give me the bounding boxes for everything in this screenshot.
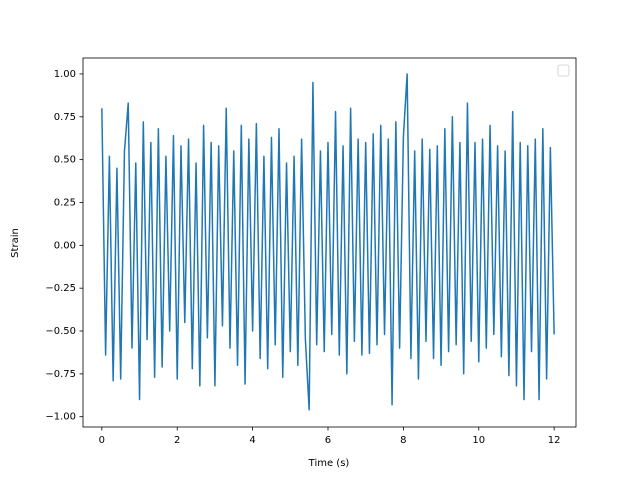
x-tick-label: 12: [548, 435, 561, 446]
axes-frame: [82, 57, 577, 428]
x-tick-label: 4: [249, 435, 255, 446]
data-line: [101, 73, 555, 411]
y-tick-label: 0.00: [54, 240, 76, 251]
y-axis-label: Strain: [10, 228, 21, 258]
y-tick-label: 0.25: [54, 197, 76, 208]
y-tick-label: 0.75: [54, 112, 76, 123]
y-tick-label: −0.75: [45, 369, 76, 380]
x-tick-label: 10: [472, 435, 485, 446]
legend-box: [557, 64, 570, 77]
y-tick-label: −0.25: [45, 283, 76, 294]
x-tick-label: 0: [99, 435, 105, 446]
x-tick-label: 2: [174, 435, 180, 446]
x-axis-label: Time (s): [308, 458, 350, 469]
x-tick-label: 8: [400, 435, 406, 446]
y-tick-label: −0.50: [45, 326, 76, 337]
x-tick-label: 6: [325, 435, 331, 446]
y-tick-label: 1.00: [54, 69, 76, 80]
y-tick-label: −1.00: [45, 412, 76, 423]
y-tick-label: 0.50: [54, 155, 76, 166]
